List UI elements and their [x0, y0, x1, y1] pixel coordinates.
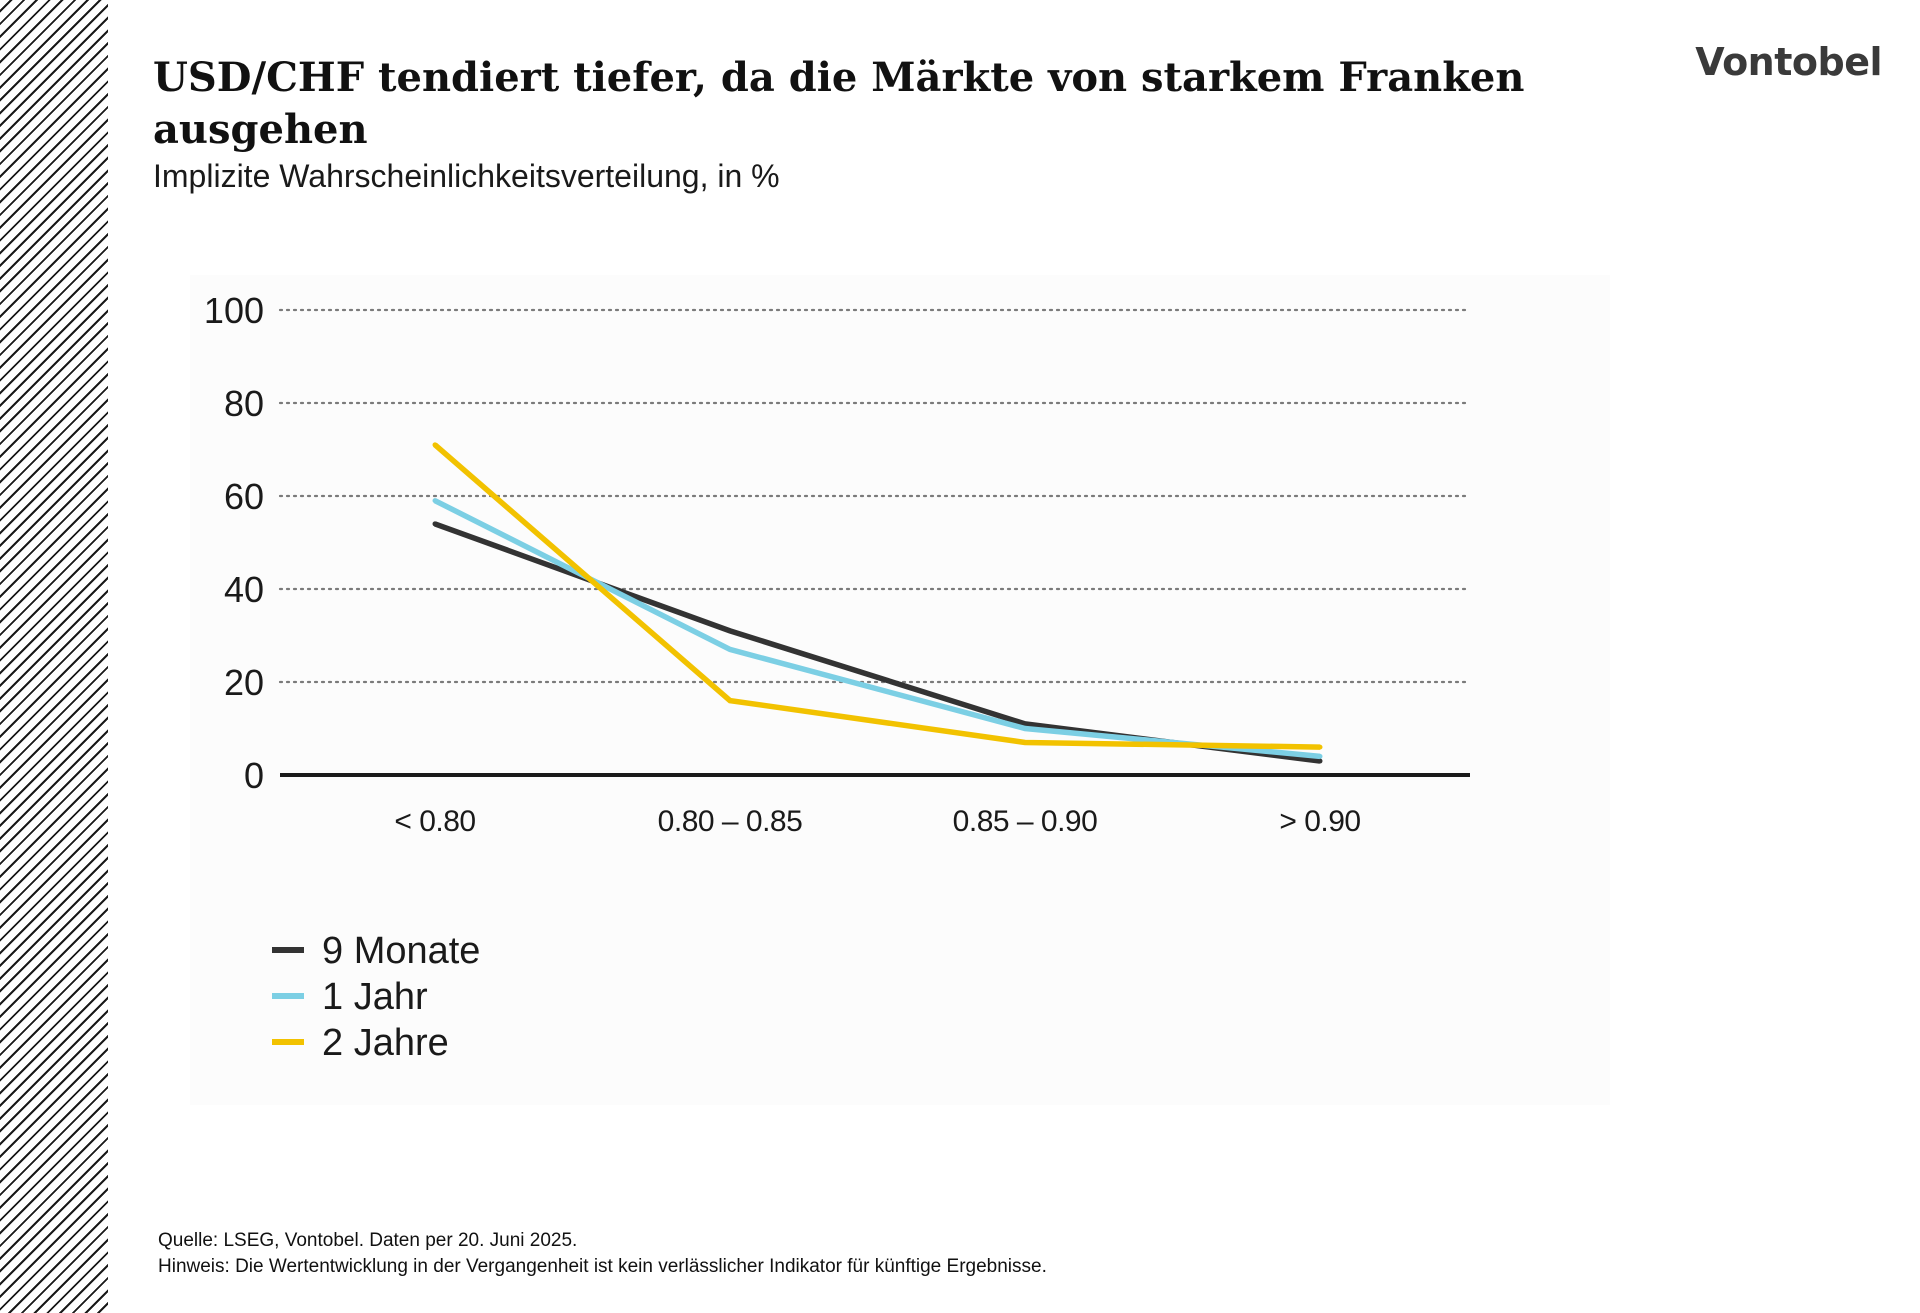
y-tick-label: 20	[224, 662, 264, 703]
series-line-2	[433, 442, 1321, 750]
series-0-point	[432, 521, 438, 527]
line-chart: 0 20 40 60 80 100 < 0.80 0.80 – 0.85 0.85 – 0.90…	[204, 290, 1472, 1064]
legend-label: 1 Jahr	[322, 976, 428, 1018]
series-2-point	[432, 442, 438, 448]
chart-subtitle: Implizite Wahrscheinlichkeitsverteilung,…	[153, 158, 780, 194]
series-2-point	[1022, 739, 1028, 745]
series-1-point	[727, 646, 733, 652]
legend-label: 9 Monate	[322, 930, 480, 972]
series-0-point	[1022, 721, 1028, 727]
x-tick-label: < 0.80	[394, 805, 475, 838]
y-tick-label: 40	[224, 569, 264, 610]
x-tick-label: 0.85 – 0.90	[953, 805, 1098, 838]
vontobel-logo: Vontobel	[1695, 40, 1882, 84]
series-1-point	[1317, 753, 1323, 759]
series-1-point	[432, 498, 438, 504]
hatched-side-band	[0, 0, 108, 1313]
y-tick-label: 80	[224, 383, 264, 424]
y-tick-label: 60	[224, 476, 264, 517]
series-1-point	[1022, 726, 1028, 731]
series-2-point	[1317, 744, 1323, 750]
x-tick-label: > 0.90	[1279, 805, 1360, 838]
legend-label: 2 Jahre	[322, 1022, 449, 1064]
chart-panel: 0 20 40 60 80 100 < 0.80 0.80 – 0.85 0.85 – 0.90…	[190, 275, 1610, 1105]
series-2-point	[727, 698, 733, 704]
x-tick-label: 0.80 – 0.85	[658, 805, 803, 838]
source-note: Quelle: LSEG, Vontobel. Daten per 20. Ju…	[158, 1230, 578, 1251]
chart-title: USD/CHF tendiert tiefer, da die Märkte v…	[153, 54, 1525, 153]
y-tick-label: 100	[204, 290, 264, 331]
series-0-point	[1317, 758, 1323, 764]
y-tick-label: 0	[244, 755, 264, 796]
series-0-point	[727, 628, 733, 634]
series-line-1	[433, 498, 1321, 760]
footer: Quelle: LSEG, Vontobel. Daten per 20. Ju…	[158, 1228, 1047, 1280]
disclaimer-note: Hinweis: Die Wertentwicklung in der Verg…	[158, 1256, 1047, 1277]
